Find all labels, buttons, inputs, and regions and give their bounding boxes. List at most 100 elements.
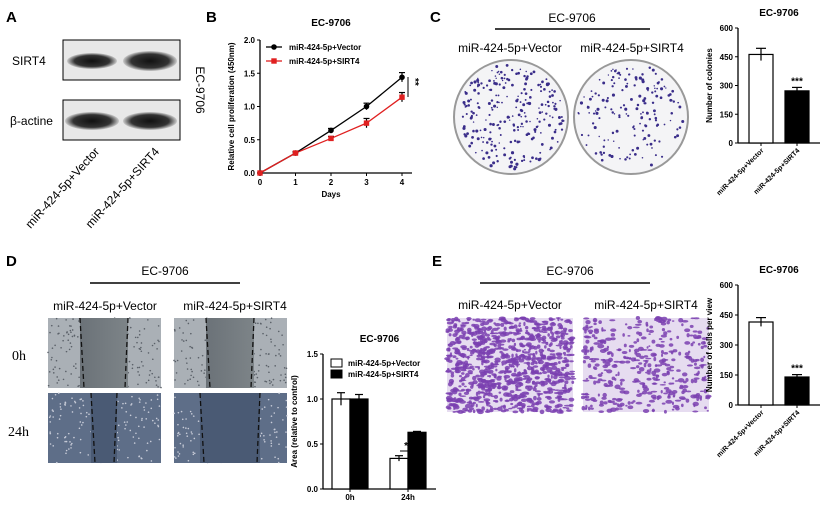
chart-title: EC-9706	[311, 18, 351, 29]
cell-dot	[142, 365, 144, 367]
migrated-cell	[681, 320, 689, 323]
cell-dot	[62, 339, 64, 342]
colony-dot	[665, 87, 667, 89]
cell-dot	[285, 446, 287, 448]
migrated-cell	[531, 357, 534, 362]
colony-dot	[646, 87, 650, 91]
cell-dot	[190, 374, 192, 377]
migrated-cell	[655, 364, 663, 367]
migrated-cell	[619, 402, 625, 407]
migrated-cell	[539, 409, 545, 415]
migrated-cell	[636, 370, 642, 374]
group-header: EC-9706	[141, 264, 189, 278]
colony-dot	[659, 96, 663, 100]
y-axis-label: Number of cells per view	[705, 297, 714, 392]
cell-dot	[197, 420, 200, 423]
migrated-cell	[671, 358, 676, 362]
colony-dot	[476, 102, 479, 105]
migrated-cell	[462, 363, 468, 367]
cell-dot	[152, 358, 154, 361]
colony-dot	[655, 94, 659, 98]
migrated-cell	[529, 317, 536, 320]
migrated-cell	[503, 408, 509, 412]
migrated-cell	[681, 403, 684, 408]
migrated-cell	[617, 348, 622, 352]
migrated-cell	[461, 346, 468, 351]
colony-dot	[599, 151, 602, 154]
cell-dot	[259, 322, 262, 325]
colony-dot	[643, 136, 647, 140]
cell-dot	[134, 336, 137, 339]
colony-dot	[633, 127, 636, 131]
migrated-cell	[706, 374, 710, 378]
migrated-cell	[450, 371, 455, 375]
colony-dot	[597, 94, 600, 97]
wound-edge	[124, 317, 129, 389]
colony-dot	[520, 159, 524, 163]
cell-dot	[57, 392, 60, 395]
colony-dot	[497, 94, 500, 97]
colony-dot	[547, 123, 552, 127]
migrated-cell	[699, 390, 704, 393]
migrated-cell	[583, 351, 588, 356]
y-tick-label: 2.0	[244, 36, 256, 45]
migrated-cell	[685, 398, 690, 403]
cell-dot	[75, 367, 77, 370]
colony-dot	[583, 96, 585, 98]
cell-dot	[135, 416, 137, 419]
colony-dot	[638, 94, 642, 98]
colony-dot	[632, 68, 634, 70]
colony-dot	[502, 86, 506, 90]
cell-dot	[135, 432, 137, 435]
cell-dot	[198, 384, 200, 386]
panel-d-bar-chart: 0.0 0.5 1.0 1.5 Area (relative to control) EC…	[290, 334, 436, 502]
migrated-cell	[582, 359, 586, 364]
migrated-cell	[510, 402, 514, 406]
cell-dot	[259, 417, 262, 420]
migrated-cell	[569, 360, 574, 363]
cell-dot	[278, 348, 280, 351]
cell-dot	[157, 325, 160, 327]
colony-dot	[611, 85, 614, 88]
panel-d: D EC-9706 miR-424-5p+Vector miR-424-5p+S…	[6, 253, 288, 464]
migrated-cell	[515, 328, 520, 333]
migrated-cell	[696, 334, 702, 339]
migrated-cell	[674, 380, 679, 382]
colony-dot	[598, 117, 601, 120]
migrated-cell	[571, 380, 575, 384]
migrated-cell	[609, 407, 617, 412]
migrated-cell	[458, 392, 462, 397]
y-tick-label: 0.0	[244, 169, 256, 178]
migrated-cell	[456, 351, 460, 355]
migrated-cell	[597, 373, 603, 378]
migrated-cell	[508, 326, 512, 330]
migrated-cell	[608, 400, 615, 404]
migrated-cell	[520, 409, 525, 414]
cell-dot	[146, 442, 149, 444]
series-line	[259, 96, 403, 174]
migrated-cell	[599, 348, 607, 353]
cell-dot	[182, 426, 185, 429]
migrated-cell	[652, 374, 660, 377]
migrated-cell	[703, 344, 708, 348]
cell-dot	[138, 455, 140, 458]
colony-dot	[513, 167, 517, 171]
migrated-cell	[599, 400, 604, 405]
cell-dot	[277, 406, 279, 409]
migrated-cell	[476, 384, 480, 387]
colony-dot	[477, 106, 480, 109]
migrated-cell	[655, 343, 661, 347]
colony-dot	[503, 120, 507, 124]
migrated-cell	[491, 334, 498, 338]
panel-label-c: C	[430, 9, 441, 26]
colony-dot	[470, 114, 474, 118]
colony-dot	[544, 103, 547, 106]
colony-dot	[610, 69, 613, 72]
cell-dot	[56, 382, 59, 384]
cell-dot	[85, 411, 88, 414]
migrated-cell	[503, 385, 507, 389]
colony-dot	[676, 134, 680, 138]
cell-dot	[178, 327, 181, 329]
colony-dot	[660, 155, 664, 158]
cell-dot	[121, 407, 123, 409]
